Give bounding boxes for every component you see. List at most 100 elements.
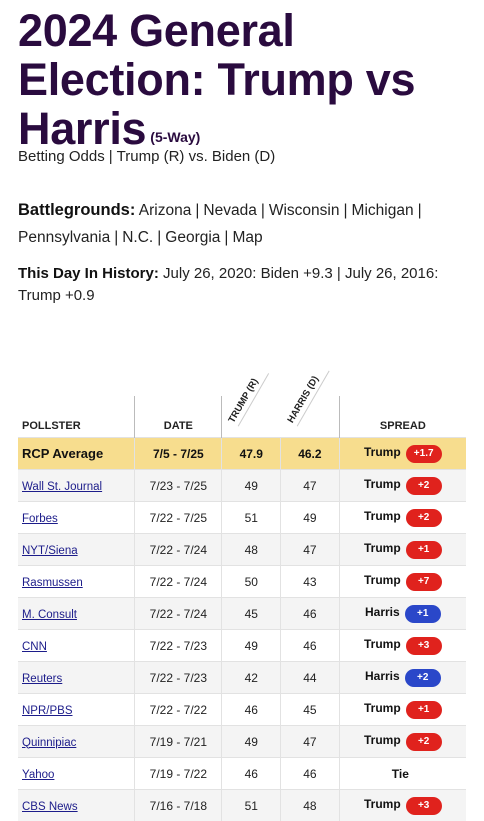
pollster-cell: Rasmussen <box>18 566 135 598</box>
spread-badge: +1 <box>406 701 442 719</box>
pollster-link[interactable]: Reuters <box>22 673 62 685</box>
history-label: This Day In History: <box>18 265 159 282</box>
trump-cell: 46 <box>222 758 281 790</box>
battleground-link-wisconsin[interactable]: Wisconsin <box>269 202 340 219</box>
pollster-link[interactable]: Wall St. Journal <box>22 481 102 493</box>
battleground-link-michigan[interactable]: Michigan <box>352 202 414 219</box>
trump-cell: 49 <box>222 470 281 502</box>
battleground-link-arizona[interactable]: Arizona <box>139 202 192 219</box>
spread-badge: +1 <box>405 605 441 623</box>
trump-cell: 45 <box>222 598 281 630</box>
separator: | <box>418 202 422 219</box>
date-cell: 7/22 - 7/24 <box>135 534 222 566</box>
trump-cell: 42 <box>222 662 281 694</box>
date-cell: 7/22 - 7/24 <box>135 566 222 598</box>
battlegrounds-label: Battlegrounds: <box>18 201 135 219</box>
pollster-link[interactable]: NPR/PBS <box>22 705 73 717</box>
spread-cell: Trump +7 <box>339 566 466 598</box>
spread-cell: Trump+1 <box>339 534 466 566</box>
header-pollster: POLLSTER <box>18 396 135 438</box>
separator: | <box>344 202 348 219</box>
trump-cell: 46 <box>222 694 281 726</box>
separator: | <box>114 229 118 246</box>
header-trump: TRUMP (R) <box>222 396 281 438</box>
harris-cell: 49 <box>281 502 340 534</box>
spread-winner: Trump <box>364 637 401 651</box>
trump-biden-link[interactable]: Trump (R) vs. Biden (D) <box>117 148 276 165</box>
pollster-cell: NPR/PBS <box>18 694 135 726</box>
polls-table: POLLSTER DATE TRUMP (R) HARRIS (D) SPREA… <box>18 396 466 821</box>
spread-winner: Trump <box>364 797 401 811</box>
battleground-link-nevada[interactable]: Nevada <box>203 202 256 219</box>
spread-badge: +2 <box>406 733 442 751</box>
header-harris-label: HARRIS (D) <box>285 374 321 425</box>
spread-badge: +2 <box>406 509 442 527</box>
battlegrounds: Battlegrounds: Arizona|Nevada|Wisconsin|… <box>18 197 473 251</box>
pollster-link[interactable]: CBS News <box>22 801 78 813</box>
spread-cell: Harris+2 <box>339 662 466 694</box>
battleground-link-georgia[interactable]: Georgia <box>165 229 220 246</box>
pollster-link[interactable]: Forbes <box>22 513 58 525</box>
trump-cell: 49 <box>222 630 281 662</box>
pollster-link[interactable]: Quinnipiac <box>22 737 76 749</box>
battleground-link-map[interactable]: Map <box>232 229 262 246</box>
pollster-cell: Wall St. Journal <box>18 470 135 502</box>
spread-cell: Trump+2 <box>339 726 466 758</box>
date-cell: 7/22 - 7/25 <box>135 502 222 534</box>
spread-badge: +3 <box>406 797 442 815</box>
harris-cell: 47 <box>281 726 340 758</box>
betting-odds-link[interactable]: Betting Odds <box>18 148 105 165</box>
average-date: 7/5 - 7/25 <box>135 438 222 470</box>
spread-badge: +7 <box>406 573 442 591</box>
date-cell: 7/22 - 7/23 <box>135 662 222 694</box>
spread-winner: Trump <box>364 509 401 523</box>
header-trump-label: TRUMP (R) <box>227 377 261 425</box>
spread-winner: Harris <box>365 669 400 683</box>
pollster-link[interactable]: NYT/Siena <box>22 545 78 557</box>
header-date: DATE <box>135 396 222 438</box>
average-harris: 46.2 <box>281 438 340 470</box>
pollster-link[interactable]: CNN <box>22 641 47 653</box>
average-spread: Trump +1.7 <box>339 438 466 470</box>
spread-winner: Trump <box>364 477 401 491</box>
harris-cell: 45 <box>281 694 340 726</box>
pollster-link[interactable]: M. Consult <box>22 609 77 621</box>
this-day-in-history: This Day In History: July 26, 2020: Bide… <box>18 263 473 307</box>
separator: | <box>224 229 228 246</box>
pollster-link[interactable]: Rasmussen <box>22 577 83 589</box>
harris-cell: 47 <box>281 534 340 566</box>
separator: | <box>157 229 161 246</box>
spread-cell: Trump+3 <box>339 630 466 662</box>
spread-cell: Harris+1 <box>339 598 466 630</box>
separator: | <box>195 202 199 219</box>
harris-cell: 48 <box>281 790 340 821</box>
spread-cell: Trump +2 <box>339 502 466 534</box>
spread-badge: +2 <box>406 477 442 495</box>
average-pollster: RCP Average <box>18 438 135 470</box>
spread-winner: Trump <box>364 573 401 587</box>
pollster-cell: Forbes <box>18 502 135 534</box>
battleground-link-pennsylvania[interactable]: Pennsylvania <box>18 229 110 246</box>
spread-winner: Trump <box>364 541 401 555</box>
pollster-cell: Reuters <box>18 662 135 694</box>
page-title-way: (5-Way) <box>150 129 200 145</box>
pollster-link[interactable]: Yahoo <box>22 769 54 781</box>
separator: | <box>109 148 113 165</box>
average-spread-winner: Trump <box>364 445 401 459</box>
separator: | <box>261 202 265 219</box>
average-spread-badge: +1.7 <box>406 445 442 463</box>
pollster-cell: CBS News <box>18 790 135 821</box>
date-cell: 7/22 - 7/23 <box>135 630 222 662</box>
harris-cell: 47 <box>281 470 340 502</box>
battleground-link-nc[interactable]: N.C. <box>122 229 153 246</box>
pollster-cell: NYT/Siena <box>18 534 135 566</box>
